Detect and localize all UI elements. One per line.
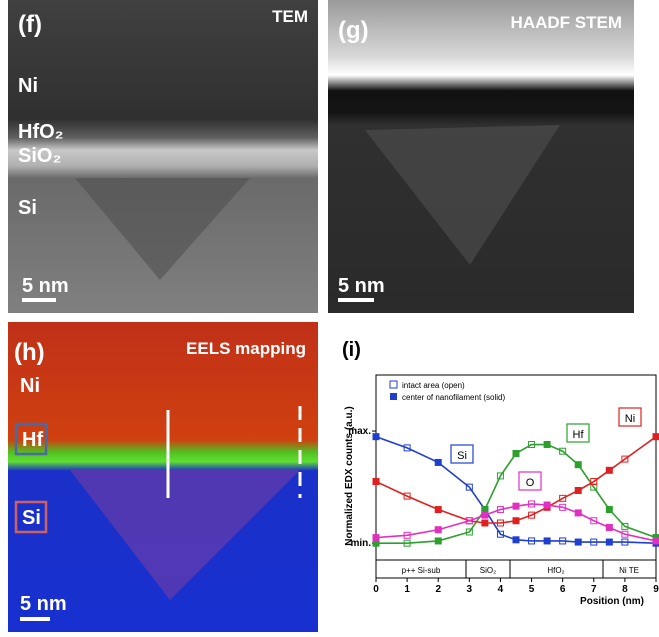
data-point <box>606 539 612 545</box>
data-point <box>575 487 581 493</box>
data-point <box>513 450 519 456</box>
data-point <box>653 538 659 544</box>
x-tick-label: 9 <box>653 584 659 595</box>
x-tick-label: 1 <box>404 584 410 595</box>
layer-label: Si <box>22 507 41 529</box>
data-point <box>435 507 441 513</box>
panel-title: TEM <box>272 7 308 26</box>
y-tick-label: max. <box>348 426 371 437</box>
data-point <box>544 502 550 508</box>
plot-frame <box>376 375 656 578</box>
scale-label: 5 nm <box>22 275 69 297</box>
series-label: O <box>526 477 535 489</box>
panel-label: (h) <box>14 339 45 366</box>
layer-label: p++ Si-sub <box>402 566 441 575</box>
panel-label: (i) <box>342 339 361 361</box>
x-tick-label: 5 <box>529 584 535 595</box>
data-point <box>373 479 379 485</box>
panel-label: (g) <box>338 17 369 44</box>
data-point <box>575 510 581 516</box>
data-point <box>513 503 519 509</box>
scale-label: 5 nm <box>20 593 67 615</box>
data-point <box>606 507 612 513</box>
panel-label: (f) <box>18 11 42 38</box>
data-point <box>544 442 550 448</box>
legend-marker <box>390 393 397 400</box>
data-point <box>482 507 488 513</box>
series-label: Ni <box>625 413 635 425</box>
data-point <box>373 434 379 440</box>
data-point <box>482 512 488 518</box>
x-tick-label: 4 <box>498 584 504 595</box>
x-tick-label: 6 <box>560 584 566 595</box>
data-point <box>575 462 581 468</box>
data-point <box>435 527 441 533</box>
layer-label: Ni <box>18 75 38 97</box>
data-point <box>544 538 550 544</box>
layer-label: Hf <box>22 429 43 451</box>
x-axis-label: Position (nm) <box>580 596 644 607</box>
layer-label: Si <box>18 197 37 219</box>
scale-bar <box>22 298 56 302</box>
layer-label: SiO₂ <box>18 145 61 167</box>
panel-title: EELS mapping <box>186 339 306 358</box>
x-tick-label: 7 <box>591 584 597 595</box>
data-point <box>653 434 659 440</box>
x-tick-label: 0 <box>373 584 379 595</box>
layer-label: HfO₂ <box>18 121 64 143</box>
data-point <box>435 459 441 465</box>
x-tick-label: 3 <box>467 584 473 595</box>
scale-bar <box>20 617 50 621</box>
layer-label: HfO₂ <box>547 566 564 575</box>
series-label: Si <box>457 450 467 462</box>
data-point <box>606 524 612 530</box>
x-tick-label: 2 <box>435 584 441 595</box>
legend-text: center of nanofilament (solid) <box>402 393 506 402</box>
figure: (f) TEM Ni HfO₂ SiO₂ Si 5 nm (g) HAADF S… <box>0 0 659 632</box>
data-point <box>513 518 519 524</box>
data-point <box>373 535 379 541</box>
scale-bar <box>338 298 374 302</box>
data-point <box>435 538 441 544</box>
data-point <box>575 539 581 545</box>
y-tick-label: min. <box>350 538 371 549</box>
series-label: Hf <box>573 429 585 441</box>
data-point <box>606 467 612 473</box>
x-tick-label: 8 <box>622 584 628 595</box>
layer-label: Ni TE <box>619 566 639 575</box>
data-point <box>513 537 519 543</box>
data-point <box>373 540 379 546</box>
scale-label: 5 nm <box>338 275 385 297</box>
layer-label: SiO₂ <box>480 566 496 575</box>
panel-title: HAADF STEM <box>511 13 622 32</box>
legend-text: intact area (open) <box>402 381 465 390</box>
layer-label: Ni <box>20 375 40 397</box>
data-point <box>482 520 488 526</box>
